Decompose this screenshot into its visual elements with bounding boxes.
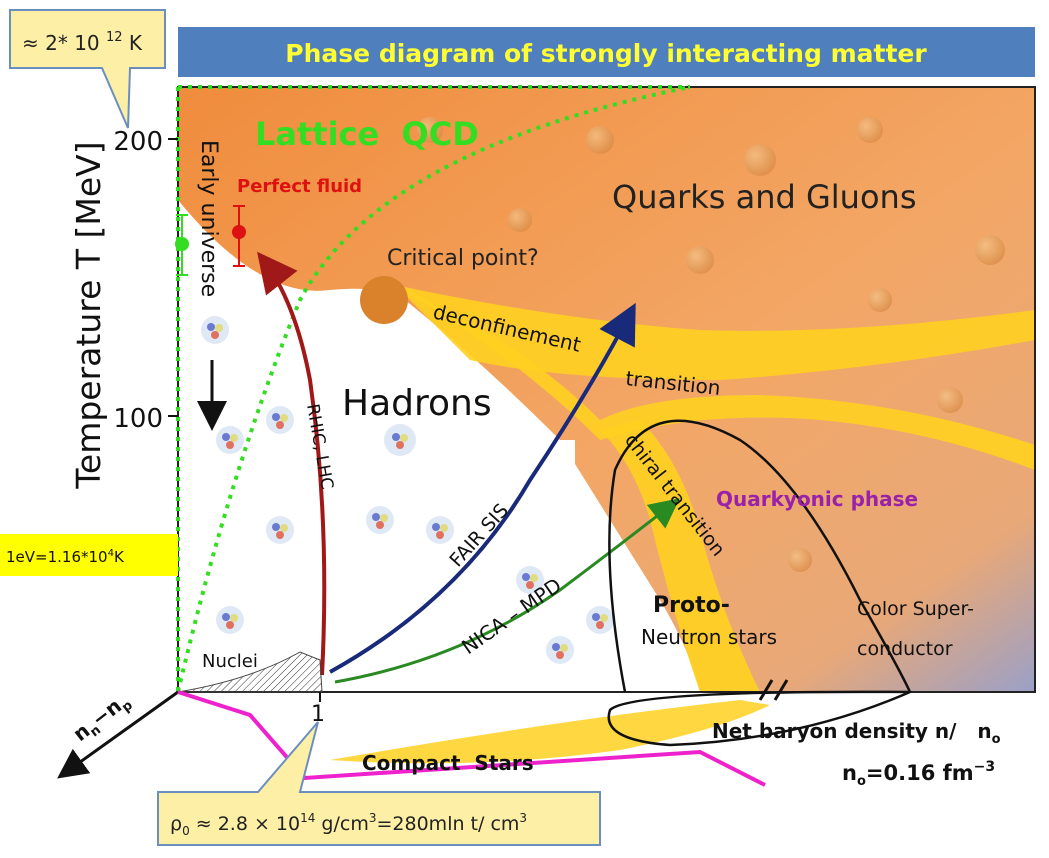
compact-stars-line [177, 690, 766, 787]
compact-stars-band [330, 700, 770, 764]
ev-box-text: 1eV=1.16*104K [6, 548, 125, 566]
rhic-lhc-arrow [257, 251, 327, 676]
x-axis-label: Net baryon density n/ no [712, 719, 1001, 747]
density-callout-text: ρ0 ≈ 2.8 × 1014 g/cm3=280mln t/ cm3 [170, 811, 527, 838]
deconfinement-band [395, 285, 1035, 380]
chart-title: Phase diagram of strongly interacting ma… [285, 39, 927, 68]
y-axis-label: Temperature T [MeV] [69, 141, 108, 489]
n0-definition: no=0.16 fm−3 [842, 759, 995, 789]
nica-mpd-arrow [334, 498, 680, 684]
critical-point-label: Critical point? [387, 246, 539, 271]
color-super-label-1: Color Super- [857, 598, 974, 620]
lattice-qcd-label: Lattice QCD [255, 115, 479, 153]
temp-callout [9, 9, 166, 129]
fair-sis-arrow [329, 302, 636, 674]
density-callout [157, 721, 601, 846]
quarkyonic-label: Quarkyonic phase [716, 487, 918, 511]
ev-box [0, 534, 178, 576]
nuclei-region [177, 651, 323, 693]
chiral-band-top [395, 285, 1035, 470]
compact-stars-label: Compact Stars [362, 751, 534, 775]
proto-label: Proto- [653, 593, 730, 618]
lattice-point [175, 237, 189, 251]
chiral-band [600, 420, 760, 692]
hadrons-label: Hadrons [342, 383, 492, 424]
x-tick-label-1: 1 [311, 702, 325, 727]
color-super-label-2: conductor [857, 638, 953, 660]
lattice-qcd-curve [176, 85, 691, 693]
early-universe-label: Early universe [196, 140, 221, 297]
critical-point [360, 276, 408, 324]
quarks-gluons-label: Quarks and Gluons [612, 178, 916, 216]
y-tick-label-100: 100 [113, 404, 163, 434]
perfect-fluid-label: Perfect fluid [237, 176, 362, 197]
hadron-region [178, 200, 700, 692]
isospin-axis-label: nn−np [68, 688, 136, 749]
nuclei-label: Nuclei [202, 651, 258, 672]
perfect-fluid-point [232, 225, 246, 239]
quarkyonic-loop [607, 419, 912, 747]
title-bar [178, 27, 1035, 77]
quark-spheres [417, 117, 1005, 572]
isospin-axis-arrow [57, 690, 179, 779]
y-tick-label-200: 200 [113, 127, 163, 157]
neutron-stars-label: Neutron stars [641, 625, 777, 649]
temp-callout-text: ≈ 2* 10 12 K [22, 30, 143, 55]
